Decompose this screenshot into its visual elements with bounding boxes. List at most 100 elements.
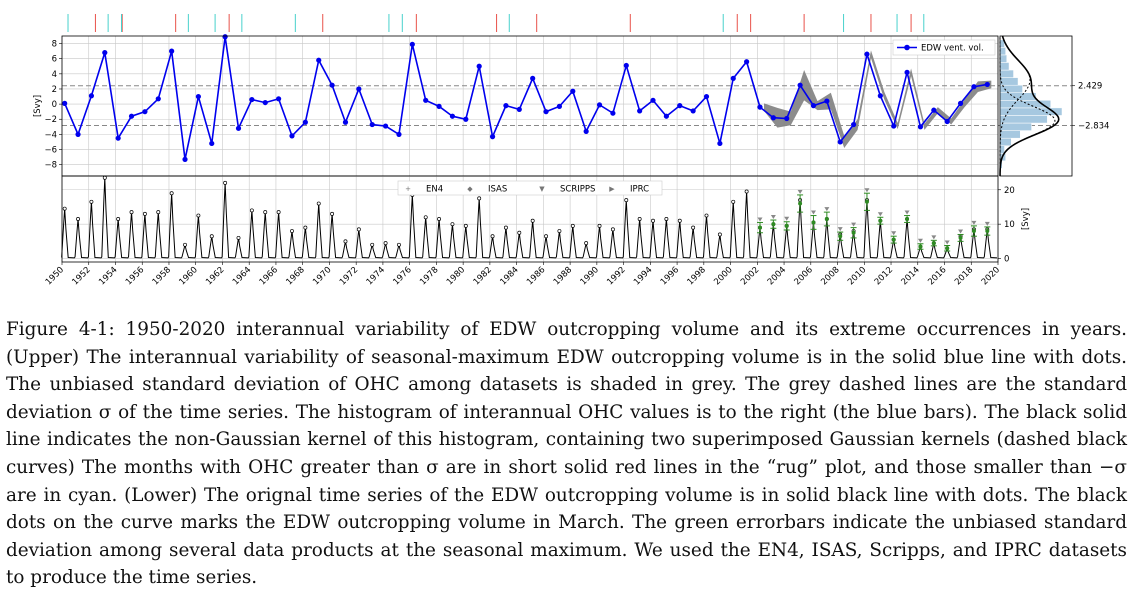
march-marker — [209, 234, 214, 239]
upper-panel: −8 −6 −4 −2 0 2 4 6 8 [Svy] EDW vent. vol. — [33, 34, 1072, 177]
legend-marker: + — [405, 185, 411, 193]
march-marker — [637, 217, 642, 221]
edw-series-point — [677, 103, 683, 109]
edw-series-point — [530, 75, 536, 81]
lower-xtick-label: 1970 — [311, 265, 333, 287]
lower-ytick-label: 10 — [1004, 220, 1015, 230]
histogram-bar — [999, 130, 1021, 139]
legend-box — [397, 180, 663, 196]
edw-series-point — [877, 93, 883, 99]
histogram-panel: 2.429 −2.834 — [999, 35, 1109, 177]
errorbar-center — [905, 217, 910, 221]
march-marker — [744, 189, 749, 194]
lower-xtick-label: 1958 — [151, 265, 173, 287]
lower-xtick-label: 1964 — [231, 265, 253, 287]
march-marker — [651, 218, 655, 223]
march-marker — [624, 198, 629, 203]
edw-series-point — [75, 131, 81, 137]
edw-series-point — [610, 110, 616, 116]
march-marker — [370, 242, 375, 247]
legend-label: SCRIPPS — [560, 185, 595, 195]
histogram-bar — [999, 77, 1019, 86]
march-marker — [437, 217, 442, 221]
march-marker — [664, 217, 669, 221]
march-marker — [731, 199, 736, 204]
scripps-marker — [891, 231, 897, 236]
std-shade-band — [764, 50, 992, 148]
edw-series-point — [382, 123, 389, 129]
legend-label-edw: EDW vent. vol. — [921, 44, 984, 54]
march-marker — [223, 180, 228, 185]
edw-series-point — [864, 51, 870, 57]
lower-xtick-label: 2010 — [846, 265, 868, 287]
lower-xtick-label: 1980 — [445, 265, 467, 287]
edw-series-point — [449, 113, 456, 119]
edw-series-point — [797, 82, 803, 88]
march-marker — [530, 218, 535, 223]
histogram-ytick-label: 2.429 — [1078, 82, 1102, 92]
scripps-marker — [864, 188, 870, 193]
edw-series-point — [342, 119, 349, 125]
legend-marker: ◆ — [467, 185, 473, 193]
edw-series-point — [169, 48, 175, 54]
scripps-marker — [784, 216, 790, 221]
histogram-bar — [999, 47, 1006, 56]
march-marker — [610, 227, 615, 232]
upper-ytick-label: −8 — [44, 161, 57, 171]
march-marker — [76, 217, 80, 221]
edw-series-point — [115, 135, 121, 141]
edw-series-point — [62, 100, 68, 106]
edw-series-point — [302, 119, 308, 125]
scripps-marker — [931, 235, 937, 240]
lower-xtick-label: 2006 — [793, 265, 815, 287]
march-marker — [704, 213, 709, 218]
lower-ytick-label: 20 — [1004, 186, 1015, 196]
lower-axes-frame — [61, 175, 999, 263]
edw-series-point — [623, 62, 629, 69]
edw-series-point — [356, 86, 362, 92]
scripps-marker — [958, 229, 964, 234]
lower-xtick-label: 2012 — [873, 265, 895, 287]
scripps-marker — [944, 240, 950, 245]
edw-series-point — [596, 102, 603, 108]
edw-series-point — [396, 131, 402, 137]
errorbar-center — [958, 235, 963, 240]
lower-xtick-label: 2002 — [739, 265, 761, 287]
march-marker — [383, 241, 388, 246]
edw-series-point — [971, 84, 977, 90]
scripps-marker — [971, 220, 977, 225]
lower-xtick-label: 1966 — [258, 265, 280, 287]
march-marker — [597, 223, 602, 228]
edw-series-point — [128, 113, 135, 119]
edw-series-point — [837, 139, 843, 145]
edw-series-point — [556, 103, 563, 109]
upper-ytick-label: −6 — [44, 146, 57, 156]
upper-ytick-label: 2 — [52, 85, 57, 95]
lower-xtick-label: 1994 — [632, 265, 654, 287]
errorbar-center — [851, 230, 856, 235]
edw-series-point — [476, 63, 482, 69]
edw-series-point — [423, 97, 429, 103]
lower-xtick-label: 2020 — [980, 265, 1002, 287]
edw-series-point — [663, 113, 669, 119]
scripps-marker — [851, 222, 857, 227]
scripps-marker — [877, 212, 883, 217]
scripps-marker — [797, 189, 803, 194]
edw-series-point — [102, 50, 108, 56]
edw-series-point — [88, 93, 95, 99]
march-marker — [169, 191, 174, 196]
march-marker — [557, 229, 562, 233]
upper-ytick-label: −4 — [44, 130, 57, 140]
march-marker — [303, 225, 308, 230]
lower-legend: + EN4 ◆ ISAS ▼ SCRIPPS ▶ IPRC — [397, 180, 663, 196]
histogram-bar — [999, 62, 1010, 71]
edw-series-point — [436, 103, 442, 109]
edw-series-point — [770, 115, 776, 121]
legend-marker: ▼ — [539, 185, 545, 193]
histogram-axes-frame — [999, 35, 1073, 177]
errorbar-center — [838, 234, 843, 239]
lower-xtick-label: 1996 — [659, 265, 681, 287]
errorbar-center — [985, 229, 990, 234]
legend-marker: ▶ — [609, 185, 615, 193]
